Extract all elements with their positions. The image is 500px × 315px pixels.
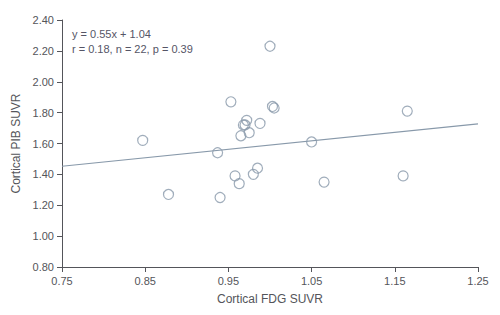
- svg-text:r = 0.18, n = 22, p = 0.39: r = 0.18, n = 22, p = 0.39: [72, 43, 193, 55]
- svg-text:0.85: 0.85: [134, 275, 155, 287]
- svg-text:Cortical PIB SUVR: Cortical PIB SUVR: [9, 93, 23, 193]
- svg-text:1.60: 1.60: [33, 138, 54, 150]
- svg-text:1.05: 1.05: [301, 275, 322, 287]
- svg-text:1.20: 1.20: [33, 199, 54, 211]
- svg-text:0.75: 0.75: [51, 275, 72, 287]
- svg-text:1.80: 1.80: [33, 107, 54, 119]
- svg-text:1.40: 1.40: [33, 168, 54, 180]
- svg-text:1.15: 1.15: [384, 275, 405, 287]
- svg-text:0.80: 0.80: [33, 261, 54, 273]
- svg-text:1.00: 1.00: [33, 230, 54, 242]
- svg-text:0.95: 0.95: [218, 275, 239, 287]
- svg-text:Cortical FDG SUVR: Cortical FDG SUVR: [217, 292, 323, 306]
- svg-text:2.20: 2.20: [33, 45, 54, 57]
- svg-text:1.25: 1.25: [467, 275, 488, 287]
- svg-text:2.40: 2.40: [33, 14, 54, 26]
- svg-text:y = 0.55x + 1.04: y = 0.55x + 1.04: [72, 28, 151, 40]
- svg-text:2.00: 2.00: [33, 76, 54, 88]
